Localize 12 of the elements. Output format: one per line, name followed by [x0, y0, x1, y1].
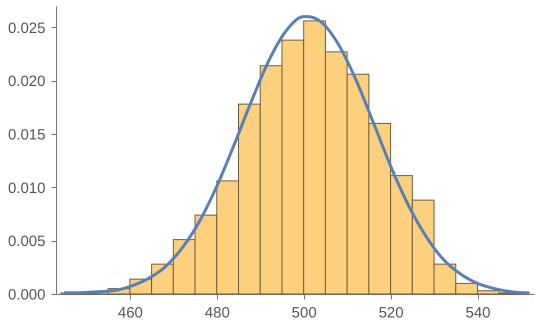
- y-tick-label: 0.000: [8, 286, 46, 304]
- x-tick-label: 480: [204, 304, 230, 322]
- y-tick-label: 0.020: [8, 73, 46, 90]
- y-tick-label: 0.010: [8, 180, 46, 197]
- x-tick-label: 500: [292, 304, 317, 322]
- x-tick-label: 520: [378, 304, 404, 322]
- y-tick-label: 0.025: [8, 20, 46, 37]
- line-series: [58, 15, 532, 294]
- x-tick-label: 460: [118, 304, 143, 322]
- y-tick-label: 0.005: [8, 233, 46, 250]
- y-tick-label: 0.015: [8, 126, 46, 144]
- x-tick-label: 540: [465, 304, 491, 322]
